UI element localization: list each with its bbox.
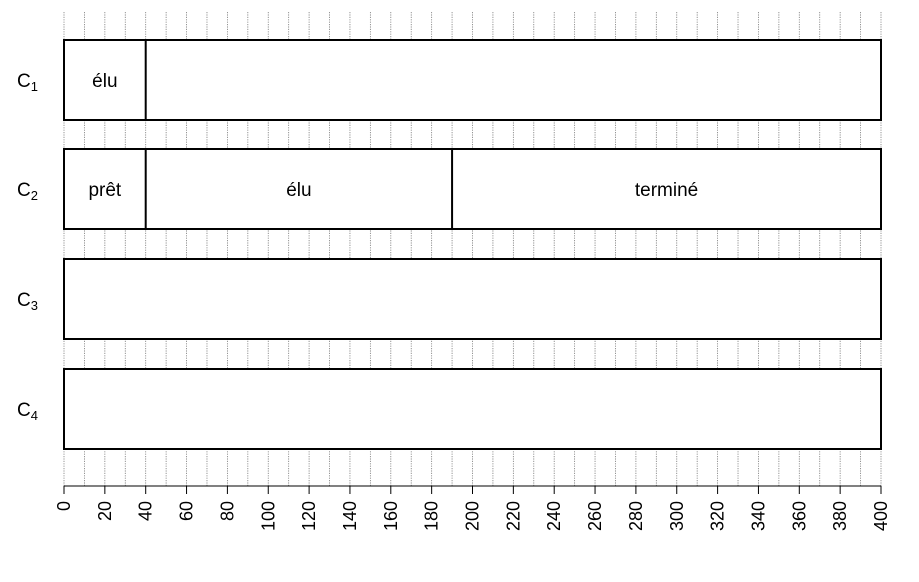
- x-tick-label: 40: [136, 501, 156, 521]
- row-label: C1: [17, 71, 38, 94]
- row-label-main: C: [17, 71, 31, 92]
- x-tick-label: 400: [871, 501, 891, 531]
- x-tick-label: 380: [830, 501, 850, 531]
- row-label-subscript: 3: [31, 298, 38, 313]
- row-label: C4: [17, 400, 38, 423]
- x-tick-label: 260: [585, 501, 605, 531]
- x-tick-label: 160: [381, 501, 401, 531]
- x-tick-label: 0: [54, 501, 74, 511]
- row-bar: [63, 148, 882, 230]
- x-tick-label: 20: [95, 501, 115, 521]
- x-tick-label: 300: [667, 501, 687, 531]
- row-label-main: C: [17, 400, 31, 421]
- x-axis: 0 20 40 60 80 100 120 140 160 180 200 220 240 260 280 3…: [54, 485, 891, 531]
- row-bar: [63, 39, 882, 121]
- segment-label: élu: [286, 180, 311, 201]
- row-label-main: C: [17, 180, 31, 201]
- row-label-subscript: 1: [31, 79, 38, 94]
- x-tick-label: 180: [422, 501, 442, 531]
- row-bar: [63, 258, 882, 340]
- x-tick-label: 140: [340, 501, 360, 531]
- row-label-subscript: 2: [31, 188, 38, 203]
- row-label: C3: [17, 290, 38, 313]
- segment-label: prêt: [88, 180, 121, 201]
- process-row: C2 prêt élu terminé: [17, 148, 882, 230]
- x-tick-label: 360: [789, 501, 809, 531]
- process-row: C1 élu: [17, 39, 882, 121]
- row-label-subscript: 4: [31, 408, 38, 423]
- row-label-main: C: [17, 290, 31, 311]
- x-tick-label: 320: [708, 501, 728, 531]
- row-bar: [63, 368, 882, 450]
- x-tick-label: 60: [177, 501, 197, 521]
- x-tick-label: 100: [258, 501, 278, 531]
- process-row: C4: [17, 368, 882, 450]
- x-tick-label: 120: [299, 501, 319, 531]
- segment-label: élu: [92, 71, 117, 92]
- segment-label: terminé: [635, 180, 698, 201]
- x-tick-label: 220: [503, 501, 523, 531]
- x-tick-label: 80: [217, 501, 237, 521]
- x-tick-label: 200: [463, 501, 483, 531]
- x-tick-label: 340: [748, 501, 768, 531]
- x-tick-label: 280: [626, 501, 646, 531]
- x-tick-label: 240: [544, 501, 564, 531]
- process-row: C3: [17, 258, 882, 340]
- row-label: C2: [17, 180, 38, 203]
